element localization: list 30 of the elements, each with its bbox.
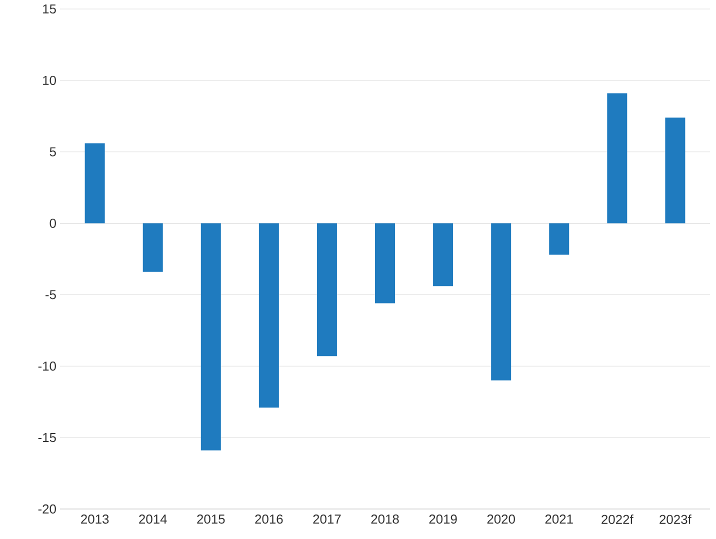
x-tick-label: 2013 bbox=[81, 514, 109, 524]
x-tick-label: 2016 bbox=[255, 514, 283, 524]
x-tick-label: 2022f bbox=[602, 514, 634, 524]
bar bbox=[200, 223, 221, 450]
x-tick-label: 2021 bbox=[545, 514, 573, 524]
bar bbox=[316, 223, 337, 356]
x-tick-label: 2014 bbox=[139, 514, 167, 524]
bar bbox=[142, 223, 163, 272]
y-tick-label: 15 bbox=[43, 4, 56, 14]
y-tick-label: -10 bbox=[38, 362, 56, 371]
bar bbox=[549, 223, 570, 255]
bar bbox=[433, 223, 454, 286]
x-tick-label: 2023f bbox=[660, 514, 692, 524]
x-tick-label: 2015 bbox=[197, 514, 225, 524]
y-tick-label: 10 bbox=[43, 76, 56, 86]
x-tick-label: 2017 bbox=[313, 514, 341, 524]
y-tick-label: 0 bbox=[50, 218, 56, 228]
y-tick-label: 5 bbox=[50, 147, 56, 156]
y-tick-label: -5 bbox=[46, 290, 56, 300]
bar bbox=[258, 223, 279, 408]
bar bbox=[84, 143, 105, 224]
bar bbox=[665, 118, 686, 224]
y-tick-label: -20 bbox=[38, 504, 56, 514]
x-tick-label: 2018 bbox=[371, 514, 399, 524]
bar bbox=[607, 93, 628, 224]
x-tick-label: 2019 bbox=[429, 514, 457, 524]
bar bbox=[491, 223, 512, 380]
x-tick-label: 2020 bbox=[487, 514, 515, 524]
y-tick-label: -15 bbox=[38, 433, 56, 442]
bar bbox=[375, 223, 396, 304]
